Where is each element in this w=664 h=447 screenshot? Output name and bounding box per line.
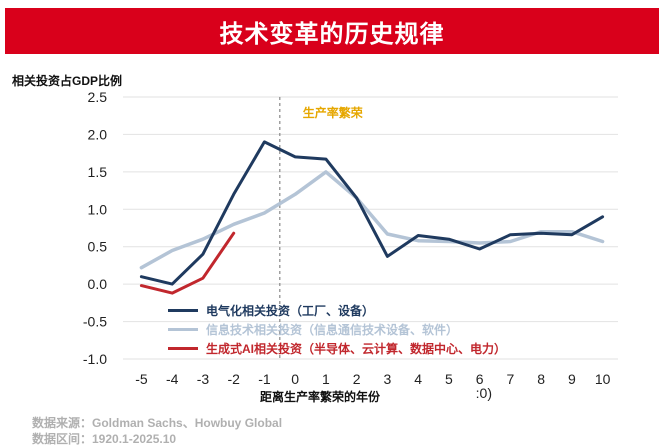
productivity-boom-label: 生产率繁荣 (303, 105, 364, 120)
x-tick-label: 9 (568, 371, 576, 387)
y-tick-label: 2.5 (88, 89, 108, 105)
y-tick-label: 0.0 (88, 276, 108, 292)
x-tick-label: 1 (322, 371, 330, 387)
y-tick-label: 0.5 (88, 239, 108, 255)
legend-item-electrification: 电气化相关投资（工厂、设备） (168, 302, 506, 318)
x-tick-label: 8 (537, 371, 545, 387)
source-note: 数据来源：Goldman Sachs、Howbuy Global (32, 416, 283, 430)
x-tick-label: -1 (258, 371, 271, 387)
x-tick-label: 5 (445, 371, 453, 387)
x-tick-label: 4 (414, 371, 422, 387)
date-range-note: 数据区间：1920.1-2025.10 (32, 432, 177, 446)
x-tick-label: 10 (595, 371, 611, 387)
x-tick-label: 2 (353, 371, 361, 387)
series-line-2 (139, 231, 236, 295)
x-tick-label: -4 (166, 371, 179, 387)
x-tick-label: 3 (384, 371, 392, 387)
x-tick-label: -5 (135, 371, 148, 387)
series-line-1 (139, 170, 605, 270)
y-tick-label: -0.5 (83, 314, 107, 330)
x-tick-label: 6 (476, 371, 484, 387)
legend-label-genai: 生成式AI相关投资（半导体、云计算、数据中心、电力） (206, 341, 507, 356)
x-tick-label: -2 (227, 371, 240, 387)
legend-label-it: 信息技术相关投资（信息通信技术设备、软件） (206, 322, 459, 337)
page-title: 技术变革的历史规律 (219, 20, 445, 48)
x-tick-label: 7 (506, 371, 514, 387)
x-axis-annotation: :0) (476, 385, 492, 401)
x-tick-label: -3 (197, 371, 210, 387)
chart-legend: 电气化相关投资（工厂、设备） 信息技术相关投资（信息通信技术设备、软件） 生成式… (168, 302, 506, 359)
y-tick-label: 2.0 (88, 126, 108, 142)
y-tick-label: 1.0 (88, 201, 108, 217)
title-banner: 技术变革的历史规律 (5, 8, 659, 54)
legend-swatch-electrification (168, 308, 198, 312)
y-axis-label: 相关投资占GDP比例 (12, 74, 123, 88)
x-tick-label: 0 (291, 371, 299, 387)
series-line-0 (139, 140, 605, 286)
legend-swatch-it (168, 327, 198, 331)
legend-item-it: 信息技术相关投资（信息通信技术设备、软件） (168, 321, 506, 337)
legend-label-electrification: 电气化相关投资（工厂、设备） (206, 303, 375, 318)
y-tick-label: 1.5 (88, 164, 108, 180)
legend-item-genai: 生成式AI相关投资（半导体、云计算、数据中心、电力） (168, 340, 506, 356)
legend-swatch-genai (168, 346, 198, 350)
y-tick-label: -1.0 (83, 351, 107, 367)
x-axis-label: 距离生产率繁荣的年份 (260, 390, 381, 404)
